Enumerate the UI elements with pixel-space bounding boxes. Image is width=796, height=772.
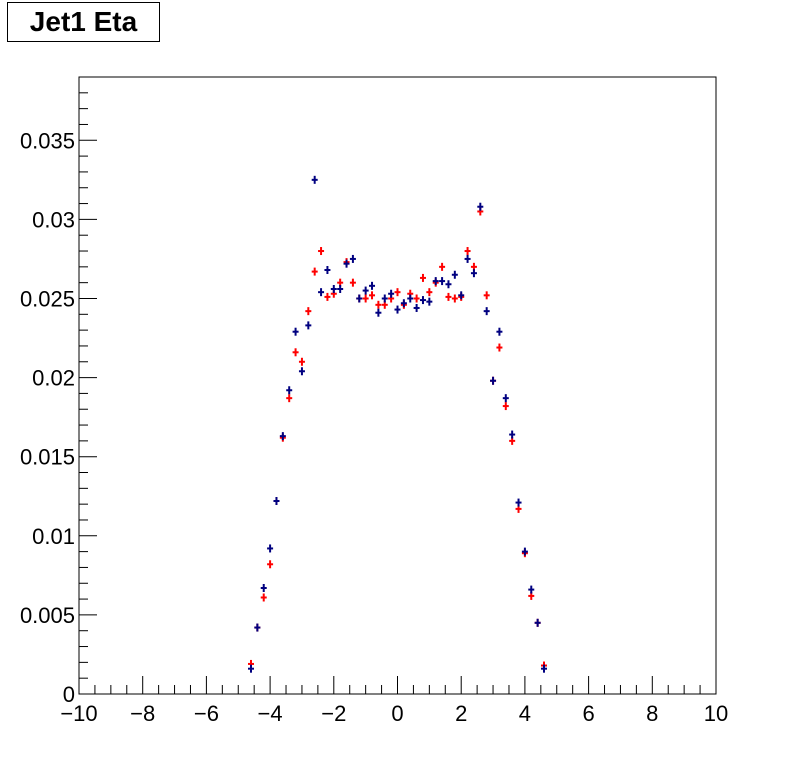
data-point-series-2 [521,547,528,556]
data-point-series-2 [515,498,522,507]
data-point-series-1 [439,262,446,271]
data-point-series-1 [260,593,267,602]
data-point-series-2 [267,544,274,553]
data-point-series-2 [400,299,407,308]
data-point-series-2 [311,175,318,184]
data-point-series-2 [490,376,497,385]
data-point-series-2 [330,284,337,293]
data-point-series-1 [464,247,471,256]
data-point-series-1 [496,343,503,352]
data-point-series-1 [324,292,331,301]
data-point-series-2 [483,307,490,316]
x-tick-label: 6 [582,701,594,726]
x-tick-label: −6 [194,701,219,726]
plot-frame [78,76,717,695]
data-point-series-1 [445,292,452,301]
data-point-series-2 [356,294,363,303]
data-point-series-1 [413,294,420,303]
data-point-series-1 [426,288,433,297]
data-point-series-2 [318,288,325,297]
data-point-series-1 [305,307,312,316]
x-tick-label: 10 [704,701,728,726]
data-point-series-2 [413,303,420,312]
data-point-series-2 [286,386,293,395]
data-point-series-1 [369,291,376,300]
y-tick-label: 0.01 [32,524,75,549]
data-point-series-1 [375,300,382,309]
data-point-series-2 [407,294,414,303]
x-tick-label: 2 [455,701,467,726]
data-point-series-2 [343,259,350,268]
data-point-series-1 [362,294,369,303]
y-tick-label: 0.025 [20,286,75,311]
data-point-series-2 [369,281,376,290]
x-tick-label: 4 [519,701,531,726]
data-point-series-1 [286,394,293,403]
data-point-series-2 [502,394,509,403]
x-tick-label: −4 [258,701,283,726]
x-tick-label: 8 [646,701,658,726]
data-point-series-2 [496,327,503,336]
data-point-series-1 [483,291,490,300]
data-point-series-1 [349,278,356,287]
y-tick-label: 0.035 [20,128,75,153]
data-point-series-1 [318,247,325,256]
data-point-series-2 [337,284,344,293]
data-point-series-1 [502,402,509,411]
y-tick-label: 0 [63,682,75,707]
x-tick-label: −8 [130,701,155,726]
data-point-series-2 [292,327,299,336]
data-points-group [247,175,548,673]
chart-title: Jet1 Eta [29,6,138,37]
data-point-series-2 [426,297,433,306]
y-tick-label: 0.02 [32,366,75,391]
data-point-series-2 [375,308,382,317]
data-point-series-2 [528,585,535,594]
data-point-series-2 [324,266,331,275]
data-point-series-1 [419,273,426,282]
data-point-series-2 [254,623,261,632]
x-tick-label: 0 [391,701,403,726]
data-point-series-2 [458,291,465,300]
chart-title-box: Jet1 Eta [7,2,160,42]
x-tick-label: −2 [321,701,346,726]
data-point-series-2 [305,321,312,330]
data-point-series-2 [298,367,305,376]
data-point-series-2 [394,305,401,314]
data-point-series-1 [267,560,274,569]
data-point-series-2 [534,618,541,627]
data-point-series-2 [381,294,388,303]
data-point-series-2 [470,269,477,278]
data-point-series-2 [419,296,426,305]
data-point-series-1 [292,348,299,357]
data-point-series-2 [445,280,452,289]
data-point-series-2 [349,254,356,263]
data-point-series-2 [464,254,471,263]
data-point-series-2 [432,277,439,286]
data-point-series-2 [273,496,280,505]
data-point-series-2 [279,432,286,441]
y-tick-label: 0.03 [32,207,75,232]
data-point-series-1 [394,288,401,297]
data-point-series-2 [541,664,548,673]
data-point-series-2 [451,270,458,279]
data-point-series-2 [439,277,446,286]
data-point-series-1 [451,294,458,303]
data-point-series-2 [509,430,516,439]
data-point-series-2 [477,202,484,211]
x-tick-label: −10 [60,701,97,726]
data-point-series-2 [260,584,267,593]
data-point-series-1 [298,357,305,366]
data-point-series-1 [311,267,318,276]
data-point-series-2 [247,664,254,673]
data-point-series-2 [362,286,369,295]
y-tick-label: 0.015 [20,445,75,470]
data-point-series-2 [388,289,395,298]
y-tick-label: 0.005 [20,603,75,628]
axes-group: −10 −8 −6 −4 −2 0 2 4 6 8 10 0 0.005 0.01 0.015 0.02 0.0… [20,76,728,726]
